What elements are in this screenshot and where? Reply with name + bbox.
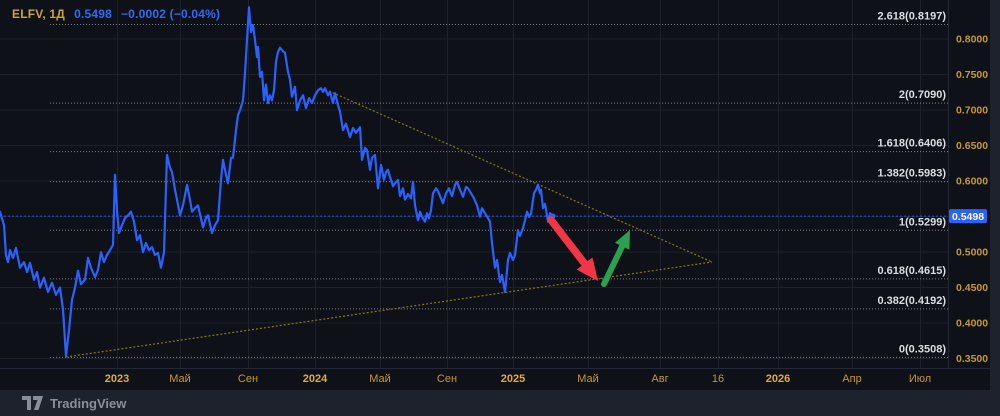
time-tick-label: 16 <box>712 373 724 385</box>
bull-arrow-shaft[interactable] <box>601 243 626 287</box>
price-tick-label: 0.8000 <box>956 34 988 46</box>
price-tick-label: 0.3500 <box>956 353 988 365</box>
price-change-value: −0.0002 (−0.04%) <box>120 7 221 21</box>
time-tick-label: Май <box>169 373 191 385</box>
fib-level-label: 1.618(0.6406) <box>878 138 947 150</box>
chart-pane[interactable]: 2.618(0.8197) 2(0.7090) 1.618(0.6406) 1.382… <box>0 0 990 390</box>
price-tick-label: 0.7000 <box>956 105 988 117</box>
attribution-bar: TradingView <box>0 390 1000 416</box>
price-chart-svg[interactable]: 2.618(0.8197) 2(0.7090) 1.618(0.6406) 1.382… <box>0 0 990 390</box>
time-tick-label: Май <box>369 373 391 385</box>
bear-arrow-shaft[interactable] <box>547 216 589 268</box>
legend: ELFV, 1Д 0.5498 −0.0002 (−0.04%) <box>12 7 220 21</box>
grid-layer <box>0 0 990 369</box>
last-price-value: 0.5498 <box>74 7 112 21</box>
fib-level-label: 1.382(0.5983) <box>878 168 947 180</box>
symbol-title[interactable]: ELFV, 1Д <box>12 7 66 21</box>
price-badge-text: 0.5498 <box>952 211 984 223</box>
fib-level-label: 0.382(0.4192) <box>878 295 947 307</box>
tradingview-logo-text: TradingView <box>50 395 127 411</box>
fib-level-label: 0.618(0.4615) <box>878 265 947 277</box>
price-axis[interactable]: 0.8000 0.7500 0.7000 0.6500 0.6000 0.5000 0.45… <box>956 34 988 366</box>
bear-arrow-head[interactable] <box>576 257 598 281</box>
arrow-annotations-layer[interactable] <box>547 216 630 287</box>
price-tick-label: 0.5000 <box>956 247 988 259</box>
triangle-lower[interactable] <box>65 261 713 358</box>
time-tick-label: Авг <box>651 373 668 385</box>
price-tick-label: 0.4000 <box>956 318 988 330</box>
time-tick-label: Апр <box>842 373 861 385</box>
triangle-upper[interactable] <box>328 90 713 263</box>
time-tick-label: 2025 <box>501 373 525 385</box>
price-badge-bg <box>949 209 987 224</box>
fib-level-label: 2(0.7090) <box>899 89 946 101</box>
price-tick-label: 0.4500 <box>956 282 988 294</box>
price-tick-label: 0.6000 <box>956 176 988 188</box>
time-tick-label: 2023 <box>105 373 129 385</box>
price-tick-label: 0.7500 <box>956 69 988 81</box>
time-tick-label: Сен <box>437 373 457 385</box>
time-axis[interactable]: 2023 Май Сен 2024 Май Сен 2025 Май Авг 16 2026 Апр И… <box>105 373 931 385</box>
time-tick-label: Май <box>577 373 599 385</box>
tradingview-attribution[interactable]: TradingView <box>22 396 126 411</box>
price-series-line <box>0 6 555 357</box>
trendlines-layer[interactable] <box>65 90 713 358</box>
time-tick-label: 2026 <box>766 373 790 385</box>
fib-level-label: 1(0.5299) <box>899 216 946 228</box>
fib-level-label: 2.618(0.8197) <box>878 11 947 23</box>
time-tick-label: Июл <box>909 373 931 385</box>
time-tick-label: Сен <box>238 373 258 385</box>
time-tick-label: 2024 <box>303 373 328 385</box>
tradingview-logo-icon <box>22 396 43 410</box>
price-tick-label: 0.6500 <box>956 140 988 152</box>
bull-arrow-head[interactable] <box>614 230 630 250</box>
current-price-badge: 0.5498 <box>949 209 987 224</box>
fib-levels-layer[interactable]: 2.618(0.8197) 2(0.7090) 1.618(0.6406) 1.382… <box>50 11 948 358</box>
fib-level-label: 0(0.3508) <box>899 343 946 355</box>
